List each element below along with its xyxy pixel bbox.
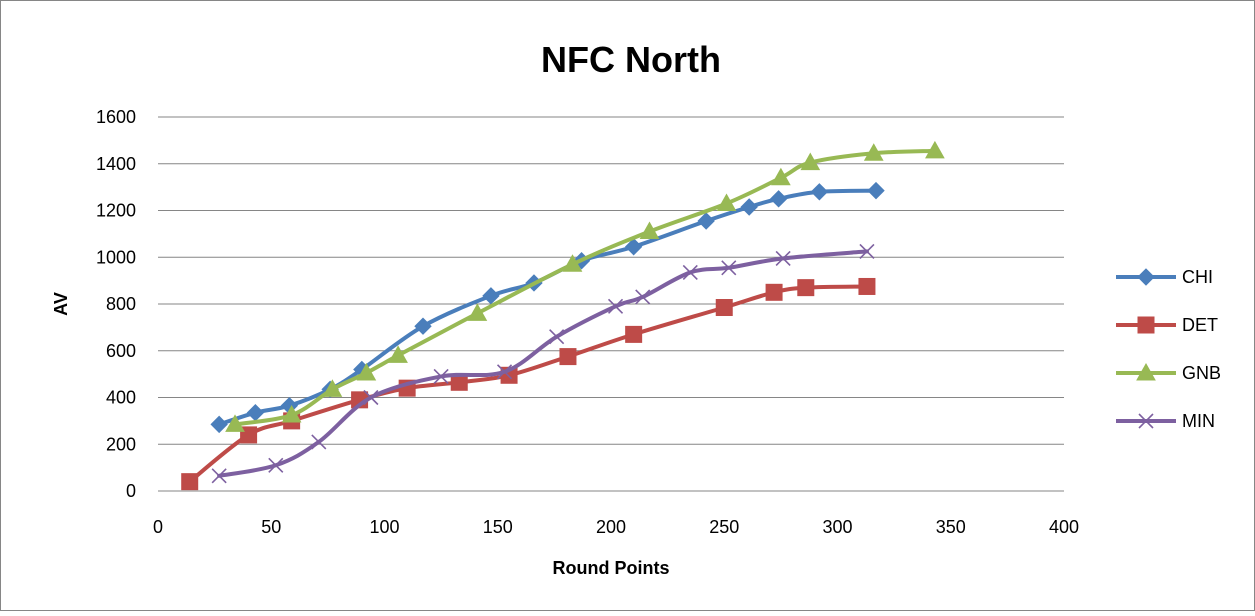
data-point-chi (697, 212, 715, 230)
data-point-gnb (716, 193, 737, 211)
data-point-chi (740, 198, 758, 216)
data-point-gnb (800, 152, 821, 171)
marker-stroke (311, 434, 327, 450)
marker-stroke (211, 468, 227, 484)
data-point-gnb (322, 379, 343, 397)
marker-stroke (549, 329, 565, 345)
marker-stroke (433, 368, 449, 385)
legend-label-det: DET (1182, 315, 1218, 335)
x-tick-label: 250 (709, 517, 739, 537)
marker-stroke (859, 243, 875, 259)
legend-item-min: MIN (1116, 411, 1215, 431)
data-point-gnb (225, 414, 245, 432)
x-tick-label: 50 (261, 517, 281, 537)
data-point-chi (482, 287, 500, 305)
marker-stroke (363, 389, 379, 406)
marker-stroke (721, 260, 737, 276)
data-point-det (181, 473, 199, 491)
data-point-min (433, 368, 449, 385)
data-point-chi (210, 415, 228, 434)
x-tick-label: 200 (596, 517, 626, 537)
data-point-det (715, 299, 733, 317)
data-point-det (240, 426, 258, 444)
y-tick-label: 200 (106, 434, 136, 454)
data-point-gnb (356, 362, 377, 381)
data-point-min (682, 264, 698, 281)
data-point-gnb (467, 303, 488, 321)
legend-item-gnb: GNB (1116, 362, 1221, 383)
x-tick-label: 0 (153, 517, 163, 537)
data-point-gnb (388, 345, 408, 363)
legend-label-gnb: GNB (1182, 363, 1221, 383)
legend-label-min: MIN (1182, 411, 1215, 431)
legend-marker-chi (1137, 268, 1155, 286)
marker-stroke (682, 264, 698, 281)
data-point-gnb (863, 143, 884, 161)
chart-title: NFC North (541, 39, 721, 80)
legend-item-chi: CHI (1116, 267, 1213, 287)
series-min (211, 243, 875, 484)
y-tick-label: 600 (106, 341, 136, 361)
y-tick-label: 1400 (96, 154, 136, 174)
y-tick-label: 1600 (96, 107, 136, 127)
data-point-det (559, 348, 577, 366)
data-point-chi (769, 190, 788, 208)
legend-marker-min (1138, 413, 1154, 429)
data-point-det (797, 279, 815, 297)
data-point-gnb (639, 221, 660, 240)
data-point-gnb (562, 254, 583, 272)
legend-label-chi: CHI (1182, 267, 1213, 287)
x-tick-label: 400 (1049, 517, 1079, 537)
data-point-min (363, 389, 379, 406)
y-tick-label: 400 (106, 388, 136, 408)
data-point-chi (414, 317, 432, 335)
marker-stroke (496, 364, 513, 380)
y-tick-label: 1200 (96, 201, 136, 221)
y-tick-label: 800 (106, 294, 136, 314)
data-point-chi (624, 238, 643, 256)
data-point-min (775, 250, 791, 266)
data-point-gnb (281, 405, 302, 423)
marker-stroke (607, 298, 624, 314)
data-point-gnb (771, 167, 791, 186)
data-point-min (549, 329, 565, 345)
series-gnb (225, 140, 945, 432)
data-point-gnb (925, 140, 945, 159)
x-axis-title: Round Points (553, 558, 670, 578)
legend-item-det: DET (1116, 315, 1218, 335)
data-point-min (607, 298, 624, 314)
data-point-min (311, 434, 327, 450)
marker-stroke (1138, 413, 1154, 429)
data-point-chi (867, 181, 885, 200)
x-tick-label: 100 (369, 517, 399, 537)
axis-layer: 0 200 400 600 800 1000 1200 1400 1600 0 50 100 150 20… (96, 107, 1079, 537)
marker-stroke (268, 457, 284, 473)
legend-marker-det (1137, 316, 1155, 334)
data-point-det (765, 283, 783, 301)
x-tick-label: 300 (822, 517, 852, 537)
data-point-min (859, 243, 875, 259)
data-point-min (268, 457, 284, 473)
x-tick-label: 350 (936, 517, 966, 537)
data-point-min (211, 468, 227, 484)
data-point-min (635, 289, 651, 305)
y-axis-title: AV (51, 292, 71, 316)
data-point-min (496, 364, 513, 380)
marker-stroke (775, 250, 791, 266)
x-tick-label: 150 (483, 517, 513, 537)
data-point-det (858, 277, 876, 295)
marker-stroke (635, 289, 651, 305)
data-point-det (625, 325, 643, 343)
y-tick-label: 1000 (96, 247, 136, 267)
data-point-chi (810, 183, 829, 201)
legend-marker-gnb (1136, 362, 1156, 381)
y-tick-label: 0 (126, 481, 136, 501)
data-point-min (721, 260, 737, 276)
series-layer (181, 140, 945, 491)
legend: CHI DET GNB MIN (1116, 267, 1221, 431)
